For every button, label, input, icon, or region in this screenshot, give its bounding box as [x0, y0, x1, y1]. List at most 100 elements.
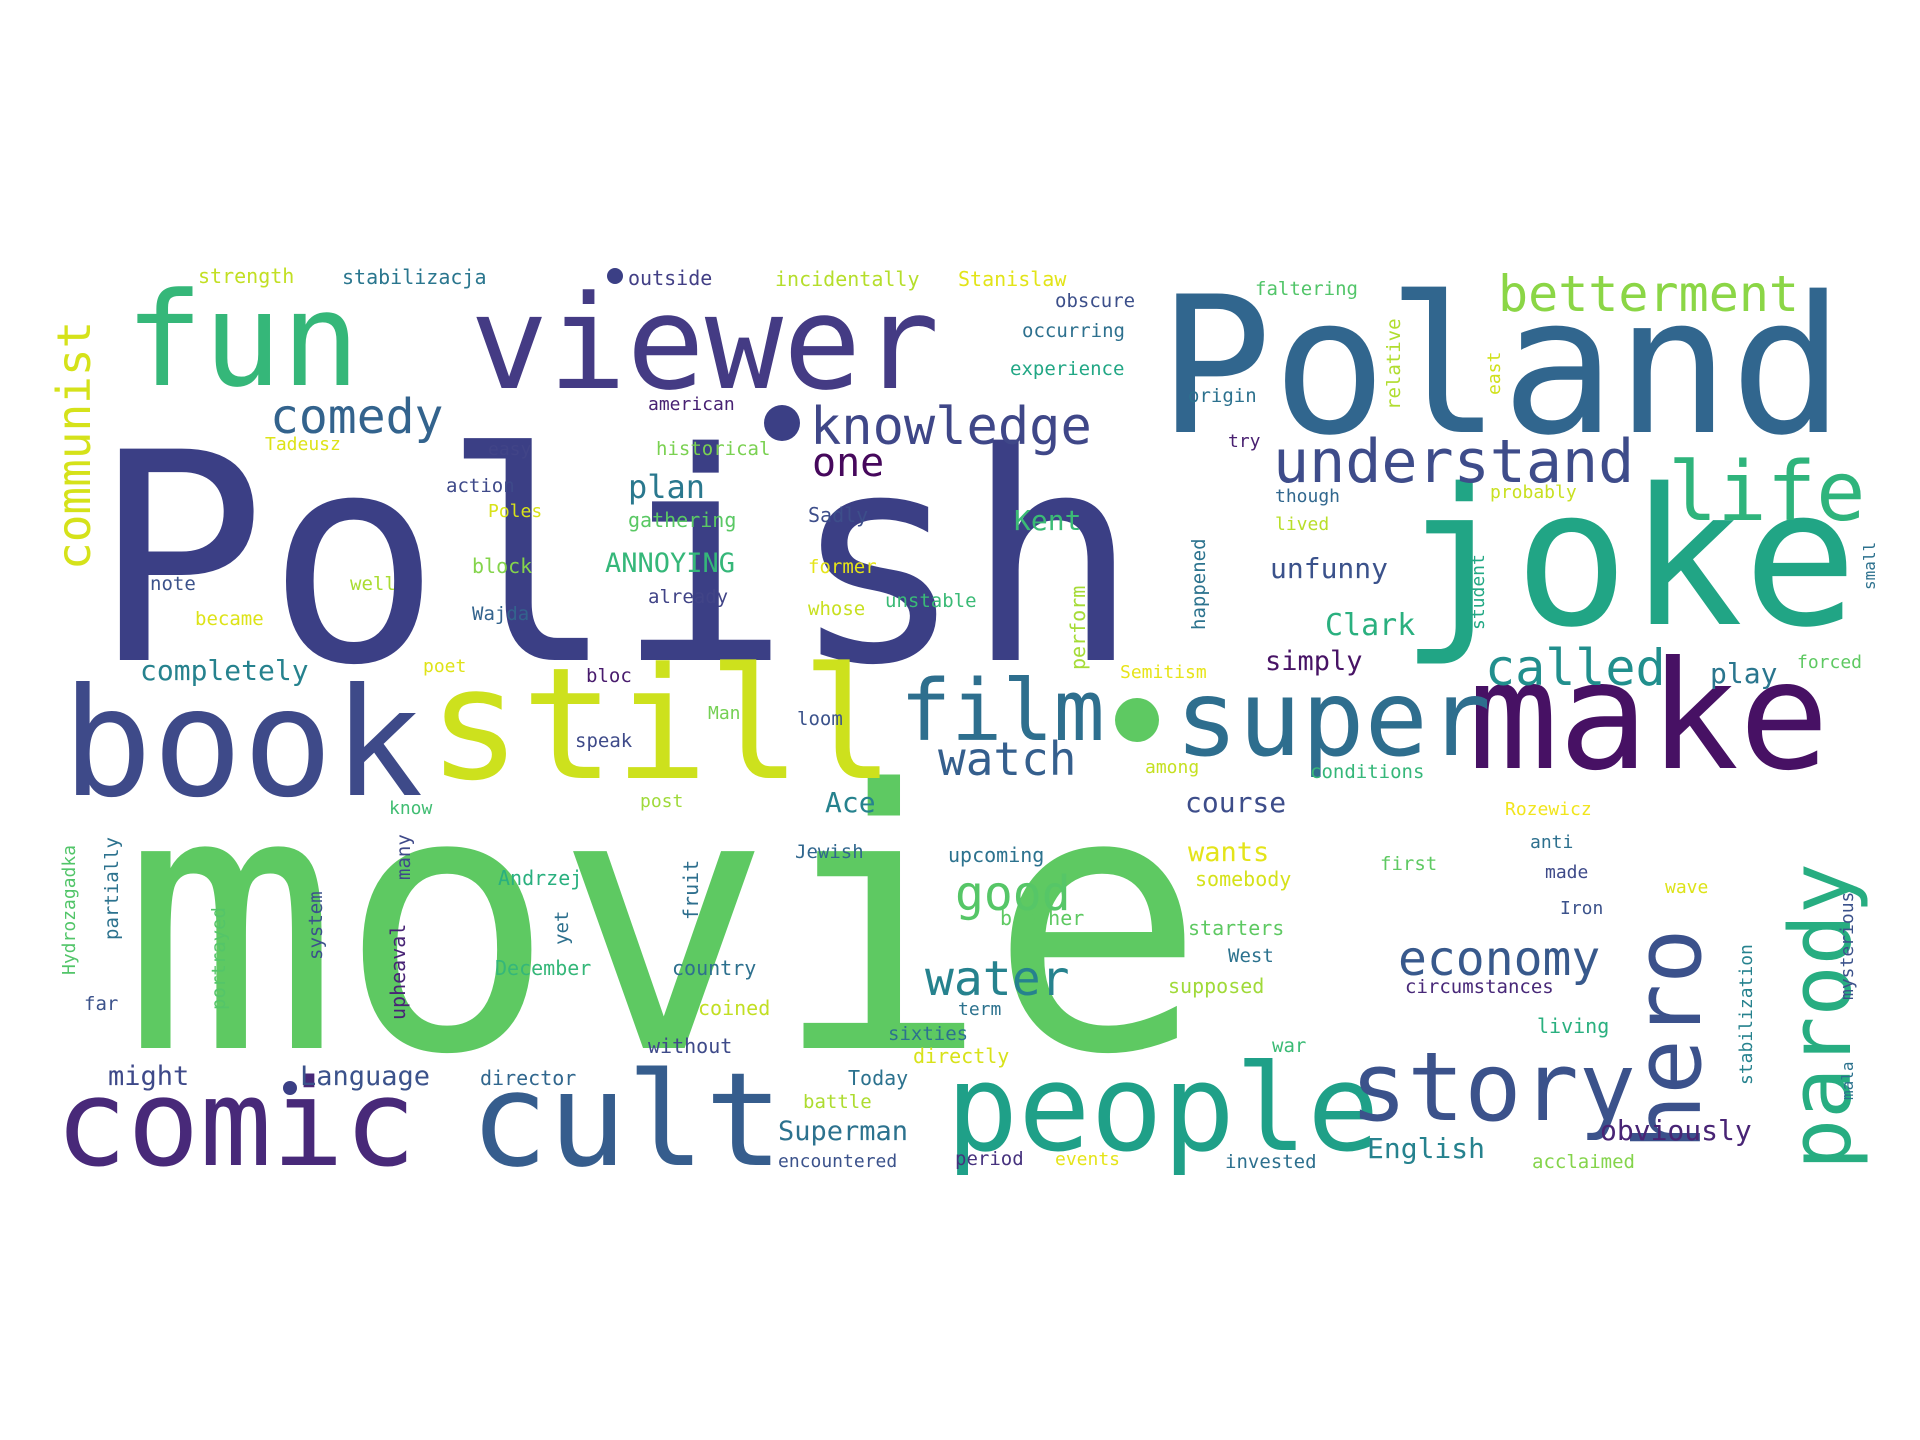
word-fruit: fruit [679, 860, 703, 920]
word-still: still [428, 634, 895, 815]
word-already: already [648, 586, 728, 608]
word-play: play [1710, 657, 1777, 690]
word-war: war [1272, 1035, 1306, 1057]
word-director: director [480, 1066, 576, 1090]
word-starters: starters [1188, 916, 1284, 940]
word-comic: comic [55, 1055, 416, 1194]
word-events: events [1055, 1149, 1120, 1170]
word-english: English [1367, 1132, 1485, 1165]
word-invested: invested [1225, 1151, 1317, 1173]
word-small: small [1860, 542, 1879, 590]
word-somebody: somebody [1195, 867, 1291, 891]
word-well: well [350, 573, 396, 595]
word-ace: Ace [825, 786, 876, 819]
word-communist: communist [47, 321, 101, 570]
word-student: student [1468, 554, 1489, 630]
word-incidentally: incidentally [775, 267, 920, 291]
word-people: people [946, 1040, 1379, 1179]
word-mala: mala [1838, 1061, 1857, 1100]
word-hydrozagadka: Hydrozagadka [59, 845, 80, 975]
word-country: country [672, 956, 756, 980]
word-called: called [1485, 639, 1666, 697]
word-period: period [955, 1148, 1024, 1170]
word-super: super [1175, 658, 1491, 780]
word-jewish: Jewish [795, 841, 864, 863]
word-first: first [1380, 853, 1437, 875]
word-obscure: obscure [1055, 290, 1135, 312]
word-east: east [1484, 352, 1505, 395]
word-annoying: ANNOYING [605, 548, 735, 579]
word-portrayed: portrayed [208, 907, 230, 1010]
word-happened: happened [1188, 538, 1210, 630]
word-obviously: obviously [1600, 1114, 1752, 1147]
word-superman: Superman [778, 1116, 908, 1147]
word-poland: Poland [1158, 256, 1844, 477]
word-one: one [812, 440, 884, 486]
word-former: former [808, 556, 877, 578]
word-movie: movie [122, 714, 1206, 1133]
word-december: December [495, 956, 591, 980]
dot-knowledge [764, 405, 800, 441]
word-easy: easy [488, 439, 532, 460]
word-coined: coined [698, 996, 770, 1020]
word-story: story [1350, 1033, 1636, 1143]
word-course: course [1185, 786, 1286, 819]
word-rozewicz: Rozewicz [1505, 799, 1592, 820]
word-whose: whose [808, 598, 865, 620]
word-wajda: Wajda [472, 603, 529, 625]
word-though: though [1275, 486, 1340, 507]
word-joke: joke [1400, 448, 1858, 669]
word-watch: watch [938, 732, 1076, 786]
word-action: action [446, 475, 515, 497]
word-wants: wants [1188, 837, 1269, 868]
word-life: life [1668, 445, 1865, 540]
word-system: system [305, 891, 327, 960]
word-sixties: sixties [888, 1023, 968, 1045]
word-upcoming: upcoming [948, 843, 1044, 867]
word-loom: loom [797, 708, 843, 730]
word-andrzej: Andrzej [498, 866, 582, 890]
word-among: among [1145, 757, 1199, 778]
word-upheaval: upheaval [386, 924, 410, 1020]
word-economy: economy [1398, 931, 1600, 987]
word-understand: understand [1273, 427, 1634, 497]
word-experience: experience [1010, 358, 1124, 380]
word-conditions: conditions [1310, 761, 1424, 783]
word-kent: Kent [1014, 504, 1081, 537]
word-poles: Poles [488, 501, 542, 522]
word-water: water [925, 951, 1070, 1007]
word-occurring: occurring [1022, 320, 1125, 342]
word-encountered: encountered [778, 1151, 897, 1172]
word-film: film [900, 662, 1105, 761]
word-wave: wave [1665, 877, 1708, 898]
word-anti: anti [1530, 832, 1573, 853]
word-acclaimed: acclaimed [1532, 1151, 1635, 1173]
word-clark: Clark [1325, 608, 1415, 643]
word-stanislaw: Stanislaw [958, 267, 1067, 291]
word-stabilizacja: stabilizacja [342, 265, 487, 289]
word-became: became [195, 608, 264, 630]
word-iron: Iron [1560, 898, 1603, 919]
word-american: american [648, 394, 735, 415]
word-make: make [1468, 630, 1829, 804]
word-unstable: unstable [885, 590, 977, 612]
word-bloc: bloc [586, 665, 632, 687]
word-post: post [640, 791, 683, 812]
word-outside: outside [628, 266, 712, 290]
word-block: block [472, 554, 532, 578]
word-gathering: gathering [628, 508, 736, 532]
word-language: Language [300, 1061, 430, 1092]
word-simply: simply [1265, 646, 1363, 677]
word-mysterious: mysterious [1837, 892, 1858, 1000]
word-viewer: viewer [470, 267, 940, 419]
word-might: might [108, 1061, 189, 1092]
word-faltering: faltering [1255, 278, 1358, 300]
word-book: book [62, 657, 423, 831]
word-term: term [958, 999, 1001, 1020]
word-far: far [84, 993, 118, 1015]
word-directly: directly [913, 1044, 1009, 1068]
word-lived: lived [1275, 514, 1329, 535]
dot-super [1115, 698, 1159, 742]
word-man: Man [708, 703, 741, 724]
word-hero: hero [1615, 928, 1722, 1150]
